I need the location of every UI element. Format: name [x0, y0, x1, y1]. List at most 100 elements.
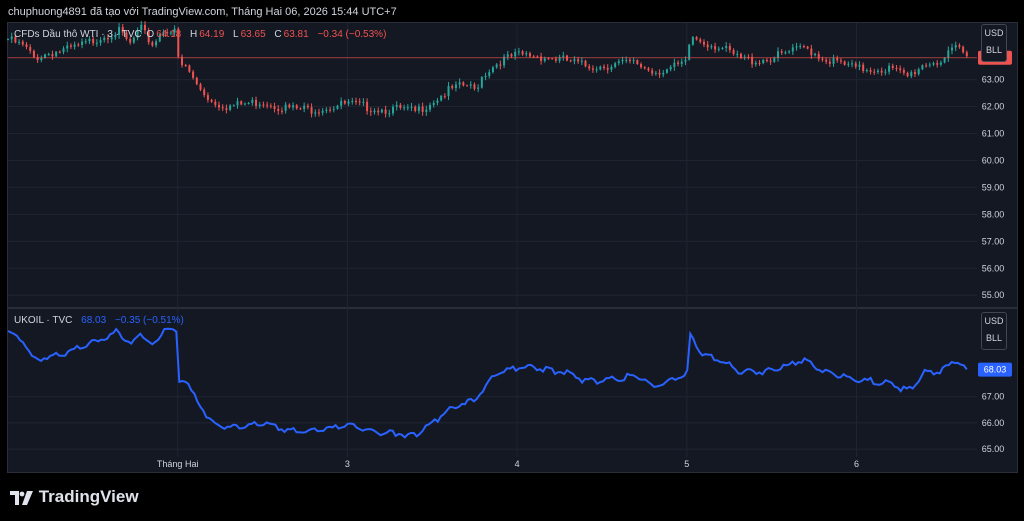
candle-body [521, 51, 524, 55]
candle-body [910, 72, 913, 77]
candle-body [295, 105, 298, 109]
candle-body [429, 105, 432, 110]
candle-body [884, 71, 887, 73]
candle-body [643, 67, 646, 69]
candle-body [99, 40, 102, 43]
candle-body [173, 28, 176, 33]
candle-body [184, 65, 187, 67]
y-tick-label: 66.00 [982, 418, 1005, 428]
candle-body [384, 109, 387, 114]
candle-body [888, 65, 891, 72]
candle-body [292, 105, 295, 108]
y-tick-label: 60.00 [982, 155, 1005, 165]
candle-body [617, 61, 620, 64]
candle-body [891, 65, 894, 68]
candle-body [732, 50, 735, 54]
ukoil-unit-currency: USD [984, 316, 1004, 326]
candle-body [195, 77, 198, 85]
candle-body [425, 109, 428, 112]
tradingview-logo: TradingView [10, 487, 139, 507]
candle-body [354, 101, 357, 103]
candle-body [469, 84, 472, 86]
candle-body [92, 38, 95, 44]
candle-body [806, 46, 809, 49]
candle-body [206, 95, 209, 100]
candle-body [817, 53, 820, 59]
candle-body [40, 57, 43, 60]
candle-body [614, 63, 617, 67]
last-price-tag [978, 362, 1012, 377]
candle-body [351, 101, 354, 103]
candle-body [303, 105, 306, 110]
candle-body [647, 68, 650, 71]
candle-body [754, 62, 757, 65]
candle-body [151, 42, 154, 46]
ukoil-unit-measure: BLL [985, 333, 1002, 343]
ukoil-unit-button[interactable]: USD BLL [981, 312, 1007, 350]
wti-unit-currency: USD [984, 28, 1004, 38]
candle-body [510, 54, 513, 57]
wti-l-label: L [233, 29, 239, 40]
candle-body [562, 55, 565, 58]
candle-body [36, 57, 39, 60]
candle-body [88, 38, 91, 42]
candle-body [747, 56, 750, 58]
candle-body [932, 63, 935, 65]
candle-body [373, 110, 376, 113]
candle-body [739, 53, 742, 58]
candle-body [25, 44, 28, 48]
candle-body [540, 56, 543, 61]
wti-high: 64.19 [199, 29, 225, 40]
wti-symbol: CFDs Dầu thô WTI · 3 · TVC [14, 29, 142, 40]
wti-unit-button[interactable]: USD BLL [981, 24, 1007, 62]
candle-body [155, 41, 158, 46]
candle-body [802, 46, 805, 48]
candle-body [825, 59, 828, 62]
candle-body [269, 105, 272, 107]
candle-body [691, 37, 694, 45]
candle-body [443, 95, 446, 97]
candle-body [180, 56, 183, 66]
candle-body [558, 57, 561, 61]
candle-body [762, 60, 765, 64]
candle-body [847, 63, 850, 65]
candle-body [47, 54, 50, 56]
wti-o-label: O [146, 29, 155, 40]
wti-c-label: C [274, 29, 282, 40]
candle-body [332, 108, 335, 110]
x-tick-label: Tháng Hai [157, 459, 199, 469]
candle-body [725, 45, 728, 48]
candle-body [899, 68, 902, 71]
candle-body [132, 37, 135, 43]
candle-body [828, 61, 831, 64]
candle-body [925, 65, 928, 67]
y-tick-label: 65.00 [982, 444, 1005, 454]
y-tick-label: 67.00 [982, 392, 1005, 402]
candle-body [251, 99, 254, 103]
candle-body [851, 63, 854, 65]
candle-body [10, 36, 13, 40]
chart-frame[interactable] [7, 22, 1018, 473]
candle-body [588, 66, 591, 69]
candle-body [832, 57, 835, 64]
candle-body [525, 53, 528, 55]
candle-body [717, 48, 720, 50]
candle-body [377, 110, 380, 113]
candle-body [414, 106, 417, 111]
y-tick-label: 55.00 [982, 290, 1005, 300]
tradingview-logo-icon [10, 490, 33, 505]
candle-body [221, 107, 224, 109]
candle-body [240, 101, 243, 105]
candle-body [284, 104, 287, 111]
candle-body [902, 70, 905, 73]
candle-body [532, 56, 535, 58]
candle-body [118, 27, 121, 35]
candle-body [610, 66, 613, 70]
candle-body [628, 59, 631, 61]
candle-body [503, 56, 506, 66]
candle-body [791, 47, 794, 52]
candle-body [225, 108, 228, 110]
candle-body [288, 104, 291, 108]
candle-body [551, 58, 554, 60]
